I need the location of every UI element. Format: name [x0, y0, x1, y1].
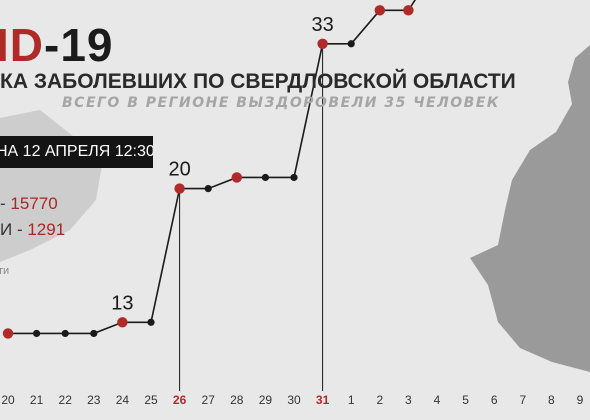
stat-2-value: 1291	[27, 220, 66, 239]
x-tick-28: 28	[230, 393, 244, 407]
stat-1-value: 15770	[10, 194, 58, 213]
stat-2-label: И -	[0, 220, 28, 239]
x-tick-27: 27	[202, 393, 216, 407]
x-tick-22: 22	[59, 393, 73, 407]
date-badge: НА 12 АПРЕЛЯ 12:30	[0, 136, 153, 168]
data-point-23	[90, 329, 98, 338]
x-tick-4: 4	[434, 393, 441, 407]
x-tick-9: 9	[577, 393, 584, 407]
page-subtitle: КА ЗАБОЛЕВШИХ ПО СВЕРДЛОВСКОЙ ОБЛАСТИ	[0, 70, 516, 93]
data-point-21	[33, 329, 41, 338]
x-tick-29: 29	[259, 393, 273, 407]
data-point-31	[317, 38, 328, 49]
x-tick-7: 7	[519, 393, 526, 407]
data-point-26	[174, 183, 185, 194]
stat-1-label: -	[0, 194, 11, 213]
x-tick-6: 6	[491, 393, 498, 407]
data-point-29	[261, 173, 269, 182]
data-point-27	[204, 185, 212, 193]
stat-line-2: И - 1291	[0, 220, 65, 240]
x-tick-2: 2	[376, 393, 383, 407]
data-labels: 132033405161	[111, 14, 333, 314]
data-point-24	[117, 317, 128, 328]
data-point-2	[374, 5, 385, 16]
page-title: ID-19	[0, 22, 113, 68]
stat-small-note: ти	[0, 265, 10, 277]
data-point-30	[290, 173, 298, 182]
data-point-25	[147, 318, 155, 326]
recovered-note: ВСЕГО В РЕГИОНЕ ВЫЗДОРОВЕЛИ 35 ЧЕЛОВЕК	[62, 95, 500, 111]
x-tick-20: 20	[1, 393, 15, 407]
x-tick-21: 21	[30, 393, 44, 407]
x-tick-labels: 20212223242526272829303112345678910	[1, 393, 584, 407]
date-text: НА 12 АПРЕЛЯ 12:30	[0, 143, 153, 160]
region-map-right	[470, 45, 590, 372]
x-tick-5: 5	[462, 393, 469, 407]
x-tick-1: 1	[348, 393, 355, 407]
x-tick-25: 25	[144, 393, 158, 407]
drop-lines	[179, 43, 324, 391]
x-tick-3: 3	[405, 393, 412, 407]
data-label-20: 20	[168, 159, 190, 181]
data-point-20	[2, 328, 14, 339]
data-point-3	[403, 5, 414, 16]
data-label-13: 13	[111, 292, 133, 314]
title-dark-part: -19	[44, 19, 114, 71]
series-line	[8, 0, 416, 335]
title-red-part: ID	[0, 19, 44, 71]
data-markers	[2, 5, 414, 339]
stat-line-1: - 15770	[0, 194, 58, 214]
data-point-1	[347, 40, 355, 48]
x-tick-31: 31	[316, 393, 330, 407]
x-tick-8: 8	[548, 393, 555, 407]
chart-layer: 132033405161 202122232425262728293031123…	[1, 0, 584, 407]
data-label-33: 33	[311, 14, 333, 36]
x-tick-23: 23	[87, 393, 101, 407]
x-tick-24: 24	[116, 393, 130, 407]
x-tick-30: 30	[287, 393, 301, 407]
x-tick-26: 26	[173, 393, 187, 407]
data-point-22	[61, 329, 69, 338]
data-point-28	[231, 172, 242, 183]
